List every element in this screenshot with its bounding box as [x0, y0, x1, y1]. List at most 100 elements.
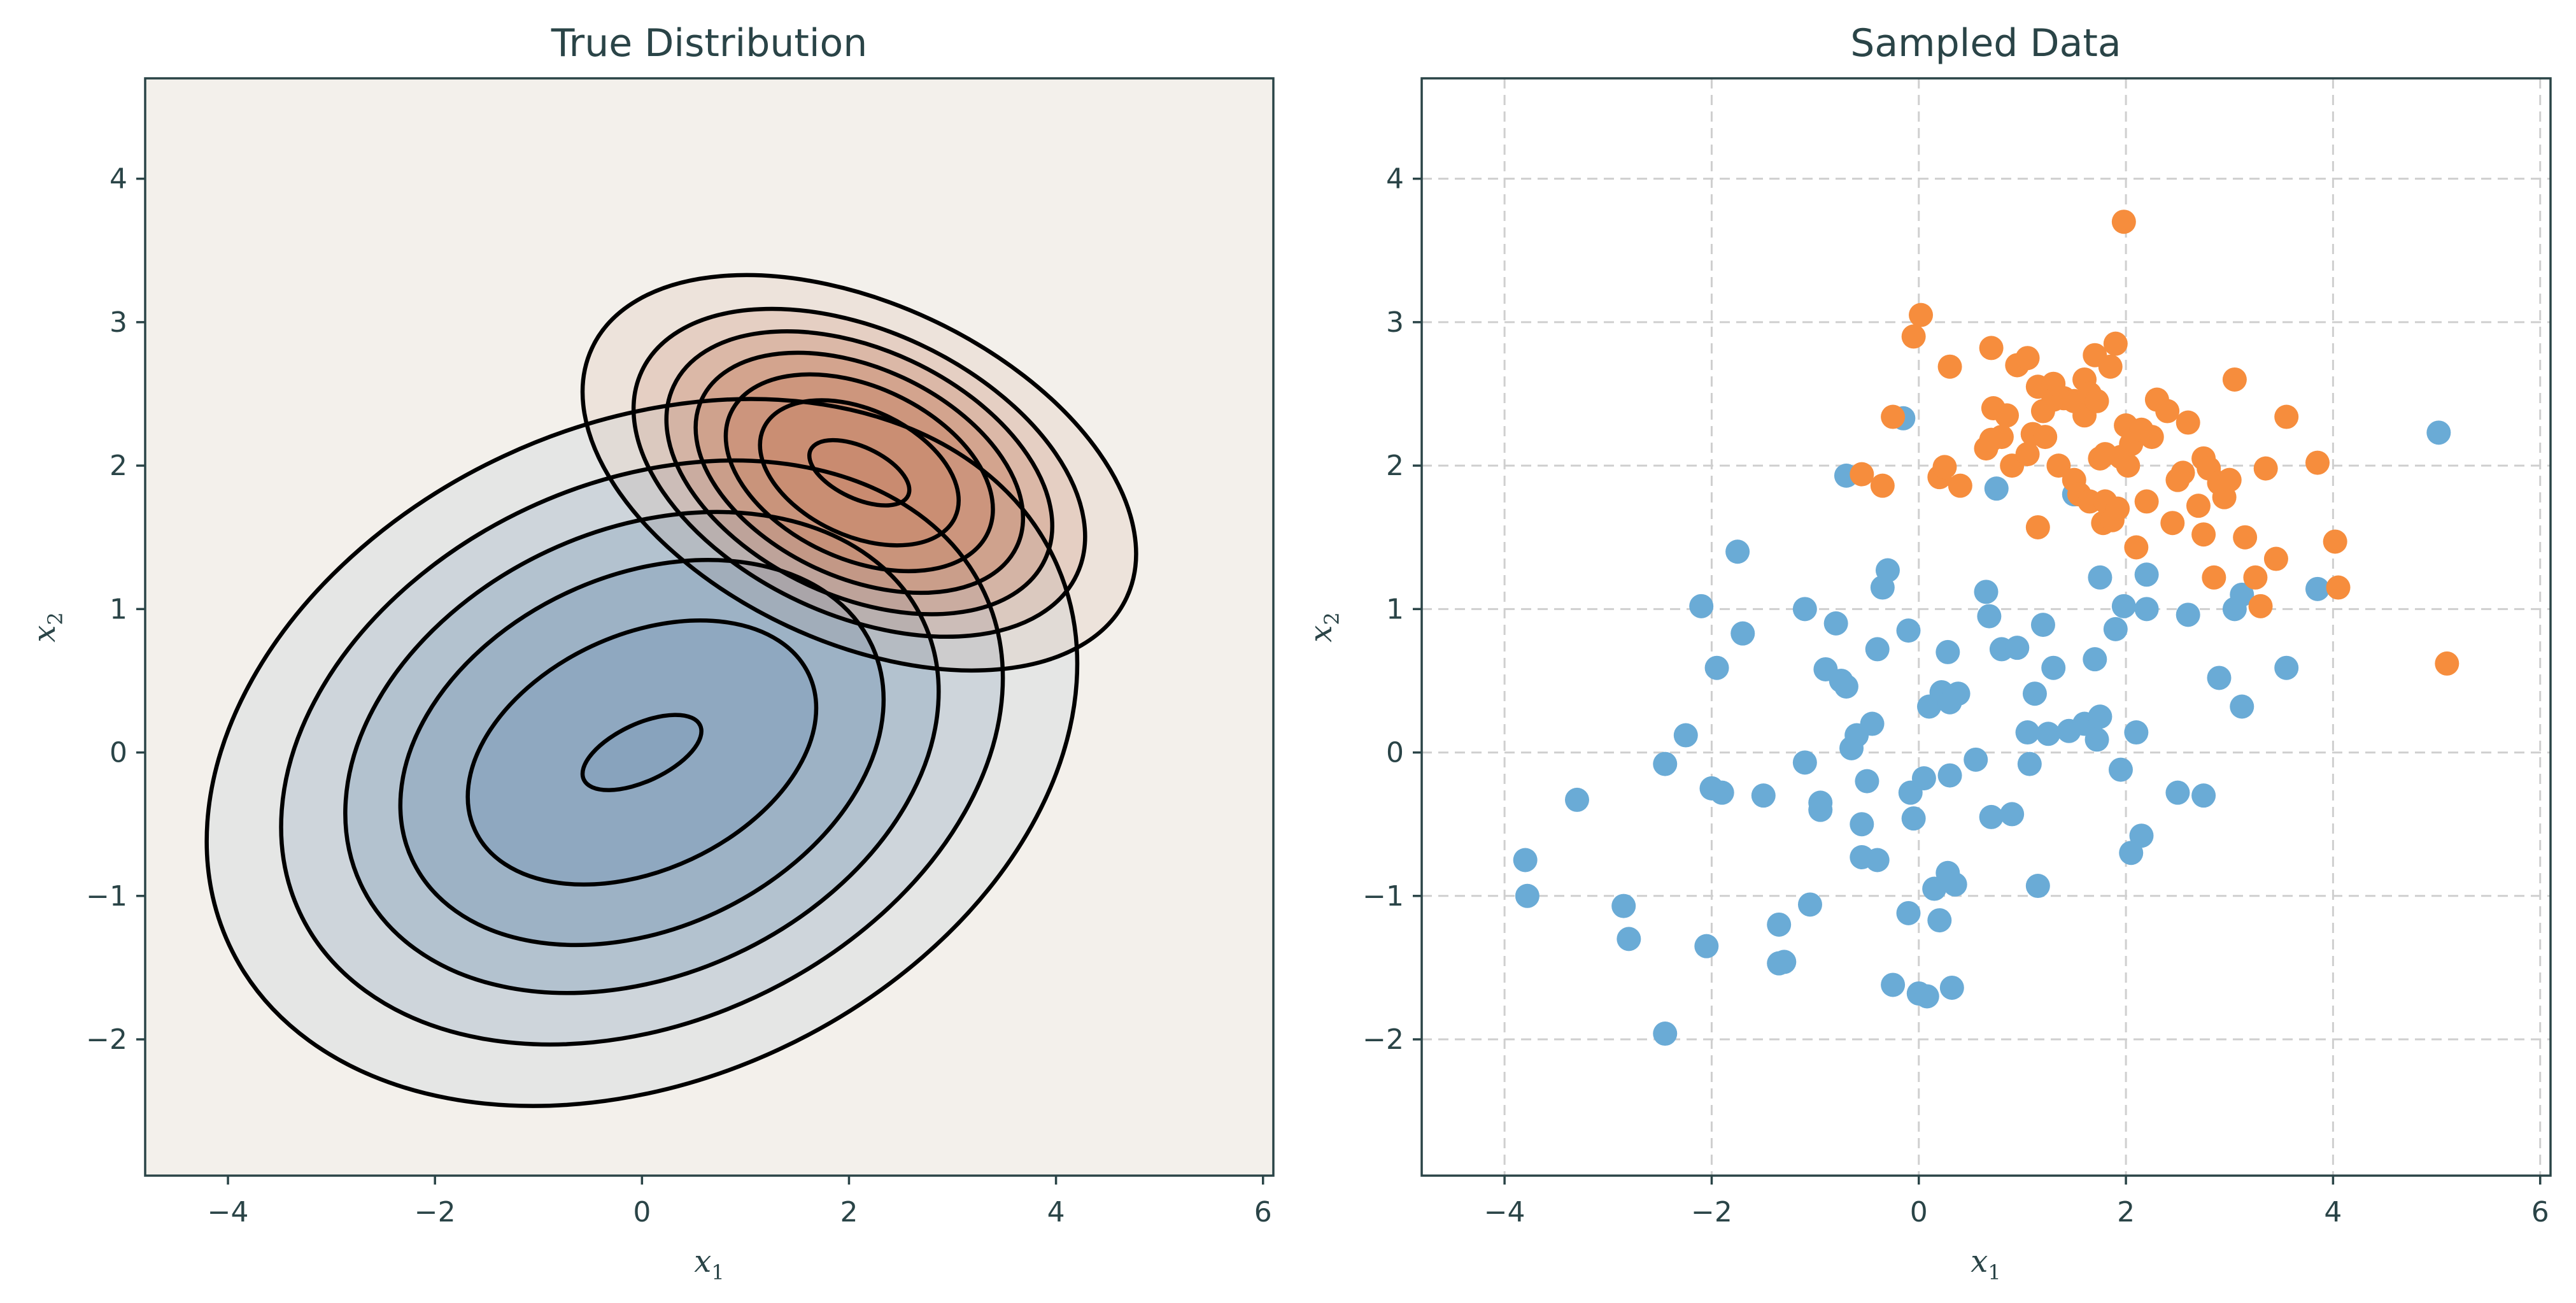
y-tick-label: −1	[1362, 880, 1404, 913]
scatter-point-orange	[2015, 442, 2040, 467]
scatter-point-orange	[2124, 535, 2149, 560]
contour-line	[723, 372, 995, 574]
scatter-point-blue	[1896, 901, 1921, 925]
scatter-point-blue	[1689, 594, 1714, 618]
scatter-point-blue	[1725, 539, 1750, 564]
plot-frame	[1420, 77, 2552, 1177]
y-tick-label: 2	[1386, 450, 1404, 482]
y-tick-label: −1	[86, 880, 127, 913]
plot-frame	[144, 77, 1275, 1177]
scatter-point-blue	[1939, 975, 1964, 1000]
scatter-point-orange	[1901, 324, 1926, 349]
scatter-point-blue	[2088, 704, 2112, 729]
scatter-point-blue	[2165, 780, 2190, 805]
x-tick-label: −4	[208, 1196, 249, 1228]
scatter-point-blue	[1896, 618, 1921, 643]
scatter-point-orange	[2222, 367, 2247, 392]
scatter-point-blue	[1823, 611, 1848, 636]
scatter-point-blue	[1730, 621, 1755, 646]
scatter-point-blue	[1977, 604, 2002, 629]
panel-true-distribution: −4 −2 0 2 4 6 −2 −1 0 1 2 3 4 True Distribution x1 x…	[27, 21, 1275, 1285]
panel-title: True Distribution	[551, 21, 868, 66]
scatter-point-blue	[2088, 565, 2112, 590]
x-tick-label: −4	[1484, 1196, 1525, 1228]
scatter-point-orange	[2248, 594, 2273, 618]
contour-line	[664, 329, 1054, 616]
scatter-point-orange	[2253, 456, 2278, 481]
scatter-point-orange	[2305, 450, 2330, 475]
contour-fill-band	[809, 440, 910, 506]
scatter-point-orange	[1948, 473, 1972, 498]
scatter-point-blue	[1792, 597, 1817, 622]
scatter-point-orange	[2323, 529, 2347, 554]
contour-line	[343, 509, 941, 995]
scatter-point-blue	[1901, 806, 1926, 831]
scatter-point-blue	[2305, 576, 2330, 601]
scatter-point-blue	[1914, 984, 1939, 1009]
scatter-point-blue	[1808, 797, 1833, 822]
scatter-point-blue	[2124, 720, 2149, 745]
scatter-layer	[1513, 210, 2459, 1046]
scatter-point-orange	[2103, 331, 2128, 356]
x-axis-label: x1	[1971, 1244, 2000, 1285]
y-tick-label: 1	[1386, 593, 1404, 625]
scatter-point-blue	[1881, 972, 1906, 997]
scatter-point-orange	[2025, 515, 2050, 539]
scatter-point-blue	[1709, 780, 1734, 805]
x-tick-label: 2	[840, 1196, 858, 1228]
scatter-point-blue	[1673, 723, 1698, 748]
x-tick-label: 4	[1047, 1196, 1065, 1228]
scatter-point-blue	[2230, 694, 2254, 719]
scatter-point-orange	[2217, 467, 2242, 492]
scatter-point-orange	[2116, 453, 2141, 478]
scatter-point-blue	[2083, 647, 2107, 672]
scatter-point-blue	[1611, 894, 1636, 918]
y-tick-label: 3	[1386, 306, 1404, 339]
y-tick-label: 0	[1386, 737, 1404, 769]
contour-line	[758, 398, 961, 548]
axis-ticks: −4 −2 0 2 4 6 −2 −1 0 1 2 3 4	[1362, 163, 2549, 1228]
scatter-point-blue	[1653, 1022, 1678, 1046]
scatter-point-blue	[1855, 769, 1879, 794]
scatter-point-orange	[2243, 565, 2268, 590]
contour-line	[631, 306, 1087, 639]
scatter-point-blue	[2207, 666, 2232, 690]
scatter-point-blue	[2084, 727, 2109, 752]
scatter-point-orange	[2105, 496, 2130, 521]
scatter-point-blue	[2134, 562, 2159, 587]
contour-line	[580, 713, 704, 792]
scatter-point-orange	[1881, 404, 1906, 429]
scatter-point-blue	[2041, 655, 2066, 680]
scatter-point-orange	[2139, 425, 2164, 450]
scatter-point-blue	[2030, 613, 2055, 637]
contour-line	[693, 350, 1026, 595]
contour-fill-band	[583, 715, 702, 790]
x-tick-label: 4	[2324, 1196, 2342, 1228]
scatter-point-blue	[1850, 812, 1874, 837]
scatter-point-blue	[2134, 597, 2159, 622]
contour-line	[807, 438, 912, 508]
scatter-point-orange	[1850, 462, 1874, 487]
scatter-point-orange	[2098, 354, 2123, 379]
scatter-point-blue	[1767, 912, 1792, 937]
y-tick-label: 3	[110, 306, 127, 339]
scatter-point-blue	[1751, 783, 1776, 808]
scatter-point-orange	[2046, 453, 2071, 478]
panel-sampled-data: −4 −2 0 2 4 6 −2 −1 0 1 2 3 4 Sampled Data x1 x2	[1303, 21, 2552, 1285]
x-tick-label: 0	[633, 1196, 651, 1228]
scatter-point-blue	[1927, 908, 1952, 933]
contour-line	[398, 558, 886, 948]
scatter-point-orange	[1909, 303, 1934, 327]
scatter-point-blue	[1974, 580, 1999, 604]
scatter-point-blue	[2274, 655, 2299, 680]
scatter-point-orange	[2084, 388, 2109, 413]
y-axis-label: x2	[1303, 612, 1344, 642]
scatter-point-blue	[1984, 476, 2009, 501]
scatter-point-blue	[2022, 681, 2047, 706]
scatter-point-blue	[1943, 872, 1967, 897]
x-tick-label: −2	[414, 1196, 456, 1228]
x-tick-label: −2	[1691, 1196, 1732, 1228]
scatter-point-blue	[2176, 602, 2200, 627]
scatter-point-blue	[1694, 934, 1719, 958]
